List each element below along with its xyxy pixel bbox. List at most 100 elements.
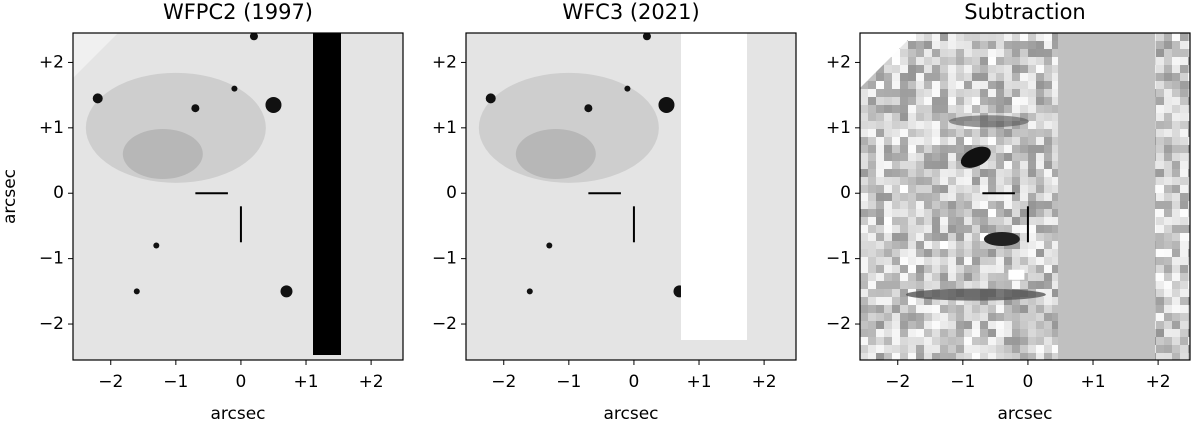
pixel <box>996 201 1004 209</box>
pixel <box>1180 353 1188 360</box>
pixel <box>1020 41 1028 49</box>
pixel <box>932 281 940 289</box>
pixel <box>1164 145 1172 153</box>
pixel <box>1004 105 1012 113</box>
pixel <box>1004 137 1012 145</box>
pixel <box>964 241 972 249</box>
star <box>133 288 140 295</box>
pixel <box>988 129 996 137</box>
pixel <box>1164 49 1172 57</box>
pixel <box>1180 193 1188 201</box>
pixel <box>916 113 924 121</box>
pixel <box>996 153 1004 161</box>
pixel <box>1172 97 1180 105</box>
pixel <box>868 121 876 129</box>
pixel <box>1044 153 1052 161</box>
pixel <box>964 345 972 353</box>
pixel <box>1172 73 1180 81</box>
pixel <box>1180 97 1188 105</box>
pixel <box>868 89 876 97</box>
pixel <box>948 233 956 241</box>
pixel <box>1028 65 1036 73</box>
pixel <box>884 257 892 265</box>
pixel <box>916 249 924 257</box>
pixel <box>980 201 988 209</box>
pixel <box>892 153 900 161</box>
pixel <box>908 89 916 97</box>
pixel <box>1172 81 1180 89</box>
pixel <box>948 273 956 281</box>
pixel <box>1028 233 1036 241</box>
pixel <box>964 337 972 345</box>
pixel <box>1028 241 1036 249</box>
pixel <box>900 41 908 49</box>
pixel <box>1164 217 1172 225</box>
pixel <box>1180 337 1188 345</box>
pixel <box>924 185 932 193</box>
pixel <box>1052 161 1060 169</box>
pixel <box>1172 121 1180 129</box>
pixel <box>1180 257 1188 265</box>
pixel <box>1180 185 1188 193</box>
pixel <box>1028 249 1036 257</box>
y-tick-label: +1 <box>432 118 457 138</box>
pixel <box>860 241 868 249</box>
pixel <box>1156 137 1164 145</box>
pixel <box>932 177 940 185</box>
pixel <box>1188 145 1190 153</box>
pixel <box>1028 313 1036 321</box>
pixel <box>1164 105 1172 113</box>
pixel <box>932 49 940 57</box>
pixel <box>1044 201 1052 209</box>
pixel <box>916 177 924 185</box>
pixel <box>860 137 868 145</box>
pixel <box>1036 321 1044 329</box>
pixel <box>868 329 876 337</box>
pixel <box>1044 209 1052 217</box>
diffuse-emission <box>122 128 203 179</box>
pixel <box>1156 33 1164 41</box>
pixel <box>1172 49 1180 57</box>
pixel <box>900 185 908 193</box>
pixel <box>1020 49 1028 57</box>
pixel <box>988 73 996 81</box>
pixel <box>1020 89 1028 97</box>
pixel <box>1004 337 1012 345</box>
pixel <box>1188 201 1190 209</box>
pixel <box>860 337 868 345</box>
pixel <box>972 105 980 113</box>
pixel <box>868 297 876 305</box>
pixel <box>924 169 932 177</box>
pixel <box>948 201 956 209</box>
pixel <box>1012 241 1020 249</box>
x-tick-label: 0 <box>1023 372 1034 392</box>
pixel <box>1180 225 1188 233</box>
pixel <box>940 137 948 145</box>
pixel <box>964 225 972 233</box>
pixel <box>1004 89 1012 97</box>
pixel <box>1004 313 1012 321</box>
pixel <box>972 249 980 257</box>
pixel <box>1164 73 1172 81</box>
pixel <box>876 257 884 265</box>
pixel <box>892 249 900 257</box>
pixel <box>1164 265 1172 273</box>
pixel <box>940 273 948 281</box>
y-tick-label: −1 <box>39 249 64 269</box>
pixel <box>892 289 900 297</box>
pixel <box>940 65 948 73</box>
pixel <box>1156 249 1164 257</box>
pixel <box>964 105 972 113</box>
pixel <box>884 345 892 353</box>
pixel <box>972 233 980 241</box>
pixel <box>1156 313 1164 321</box>
pixel <box>1028 129 1036 137</box>
pixel <box>876 145 884 153</box>
pixel <box>916 265 924 273</box>
pixel <box>972 57 980 65</box>
pixel <box>1012 105 1020 113</box>
pixel <box>1004 257 1012 265</box>
pixel <box>1164 321 1172 329</box>
pixel <box>860 297 868 305</box>
pixel <box>876 297 884 305</box>
